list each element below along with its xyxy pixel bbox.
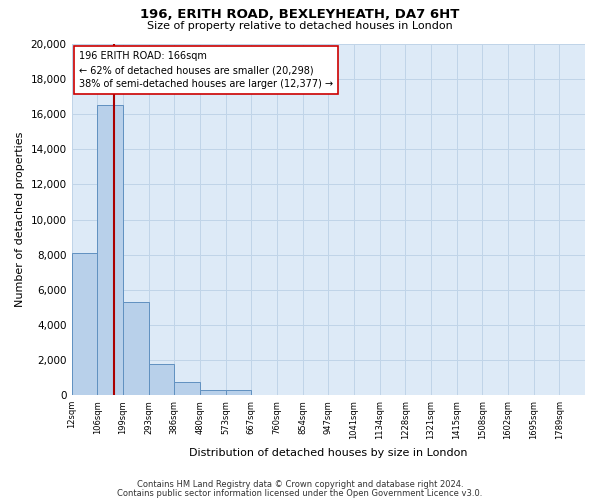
Text: Size of property relative to detached houses in London: Size of property relative to detached ho… <box>147 21 453 31</box>
Bar <box>123 302 149 395</box>
Bar <box>226 390 251 395</box>
Text: 196, ERITH ROAD, BEXLEYHEATH, DA7 6HT: 196, ERITH ROAD, BEXLEYHEATH, DA7 6HT <box>140 8 460 20</box>
Text: 196 ERITH ROAD: 166sqm
← 62% of detached houses are smaller (20,298)
38% of semi: 196 ERITH ROAD: 166sqm ← 62% of detached… <box>79 51 334 89</box>
Bar <box>149 364 174 395</box>
Bar <box>200 390 226 395</box>
Text: Contains public sector information licensed under the Open Government Licence v3: Contains public sector information licen… <box>118 488 482 498</box>
Y-axis label: Number of detached properties: Number of detached properties <box>15 132 25 308</box>
Bar <box>71 253 97 395</box>
Bar <box>174 382 200 395</box>
Text: Contains HM Land Registry data © Crown copyright and database right 2024.: Contains HM Land Registry data © Crown c… <box>137 480 463 489</box>
X-axis label: Distribution of detached houses by size in London: Distribution of detached houses by size … <box>189 448 467 458</box>
Bar <box>97 106 123 395</box>
